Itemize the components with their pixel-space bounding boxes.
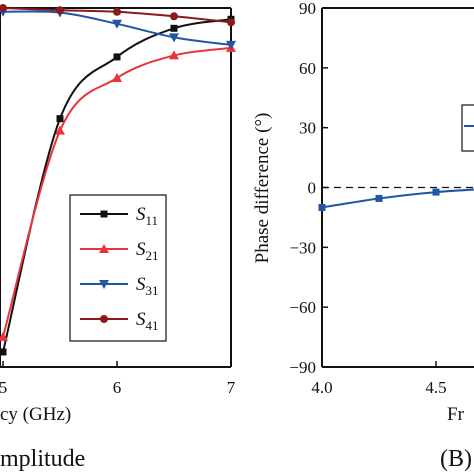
data-point-s31 xyxy=(112,19,122,29)
panel-b-y-tick-label: −30 xyxy=(289,238,316,257)
data-point-s11 xyxy=(170,24,178,32)
panel-b: 90 60 30 0 −30 −60 −90 4.0 4.5 Phase difference… xyxy=(252,0,474,472)
data-point-s41 xyxy=(170,12,178,21)
panel-b-x-tick-label: 4.0 xyxy=(311,378,332,397)
data-point-s11 xyxy=(113,53,121,61)
panel-b-x-ticks: 4.0 4.5 xyxy=(311,361,447,397)
panel-a-x-tick-label: 5 xyxy=(0,378,7,397)
phase-data-point xyxy=(432,188,440,196)
data-point-s11 xyxy=(56,115,64,123)
panel-b-y-axis-label: Phase difference (°) xyxy=(252,113,273,264)
panel-b-caption: (B) xyxy=(440,446,472,472)
series-line-s21 xyxy=(2,46,232,338)
panel-b-y-tick-label: 60 xyxy=(299,59,316,78)
panel-b-x-axis-label: Fr xyxy=(447,404,465,425)
panel-b-y-tick-label: −60 xyxy=(289,298,316,317)
panel-a-x-ticks: 5 6 7 xyxy=(0,361,236,397)
panel-b-y-tick-label: 0 xyxy=(308,179,317,198)
legend-marker-s41 xyxy=(100,315,108,323)
data-point-s21 xyxy=(55,125,65,135)
panel-a-caption: mplitude xyxy=(0,446,85,472)
data-point-s31 xyxy=(169,33,179,43)
legend-box xyxy=(69,194,167,342)
panel-b-y-tick-label: 30 xyxy=(299,119,316,138)
panel-b-series xyxy=(318,188,474,211)
panel-a-series xyxy=(0,4,236,356)
data-point-s21 xyxy=(169,50,179,60)
data-point-s21 xyxy=(112,72,122,82)
phase-data-point xyxy=(375,194,383,202)
panel-b-x-tick-label: 4.5 xyxy=(425,378,446,397)
legend-marker-s31 xyxy=(99,280,109,289)
data-point-s41 xyxy=(56,6,64,15)
panel-b-legend-box xyxy=(461,104,474,152)
data-point-s41 xyxy=(227,18,235,27)
phase-series-line xyxy=(321,188,474,209)
data-point-s31 xyxy=(226,40,236,50)
data-point-s41 xyxy=(113,7,121,16)
data-point-s41 xyxy=(0,4,7,12)
phase-data-point xyxy=(318,203,326,211)
data-point-s11 xyxy=(0,348,7,356)
panel-a-x-tick-label: 7 xyxy=(227,378,236,397)
panel-b-y-tick-label: 90 xyxy=(299,0,316,18)
legend-marker-s11 xyxy=(100,210,108,218)
legend-marker-s21 xyxy=(99,244,109,253)
panel-b-y-tick-label: −90 xyxy=(289,358,316,377)
panel-b-y-ticks: 90 60 30 0 −30 −60 −90 xyxy=(289,0,328,377)
panel-a-x-axis-label: cy (GHz) xyxy=(0,404,71,425)
data-point-s21 xyxy=(0,331,8,341)
panel-a-x-tick-label: 6 xyxy=(113,378,122,397)
